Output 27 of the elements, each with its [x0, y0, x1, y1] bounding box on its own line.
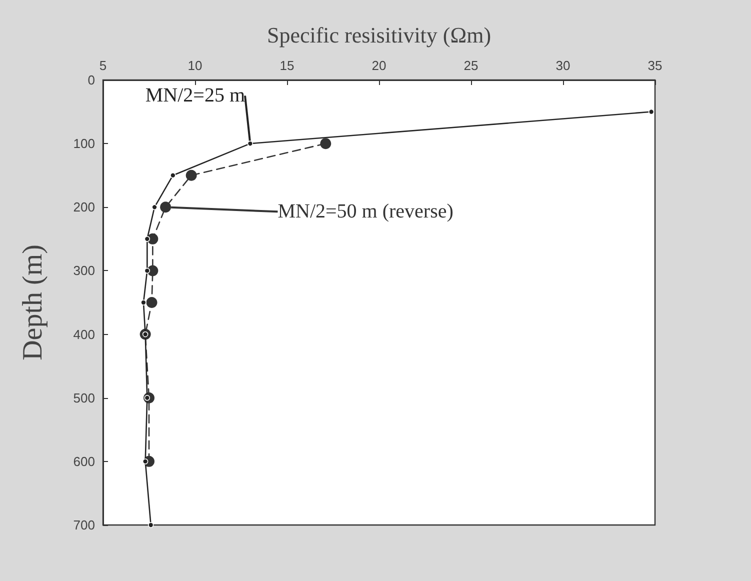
x-tick-label: 15 [280, 58, 294, 73]
x-tick-label: 25 [464, 58, 478, 73]
x-tick-label: 35 [648, 58, 662, 73]
x-tick-label: 5 [99, 58, 107, 73]
x-tick-label: 20 [372, 58, 386, 73]
y-tick-label: 600 [73, 454, 95, 469]
point [152, 204, 158, 210]
y-tick-label: 100 [73, 136, 95, 152]
point [320, 138, 332, 150]
point [140, 300, 146, 306]
point [160, 202, 172, 213]
point [186, 170, 197, 181]
y-tick-label: 500 [73, 390, 95, 406]
text: MN/2=50 m (reverse) [278, 200, 454, 223]
y-tick-label: 0 [88, 72, 95, 88]
y-tick-label: 400 [73, 326, 95, 342]
point [146, 297, 158, 308]
y-tick-label: 700 [73, 518, 95, 532]
point [148, 522, 154, 528]
y-axis-title: Depth (m) [18, 244, 48, 360]
x-tick-label: 30 [556, 58, 570, 73]
point [247, 140, 254, 146]
x-tick-label: 10 [188, 58, 202, 73]
y-tick-label: 300 [73, 263, 95, 278]
x-axis-title: Specific resisitivity (Ωm) [266, 22, 492, 48]
y-tick-label: 200 [73, 200, 95, 215]
series-label: MN/2=25 m [145, 84, 246, 107]
